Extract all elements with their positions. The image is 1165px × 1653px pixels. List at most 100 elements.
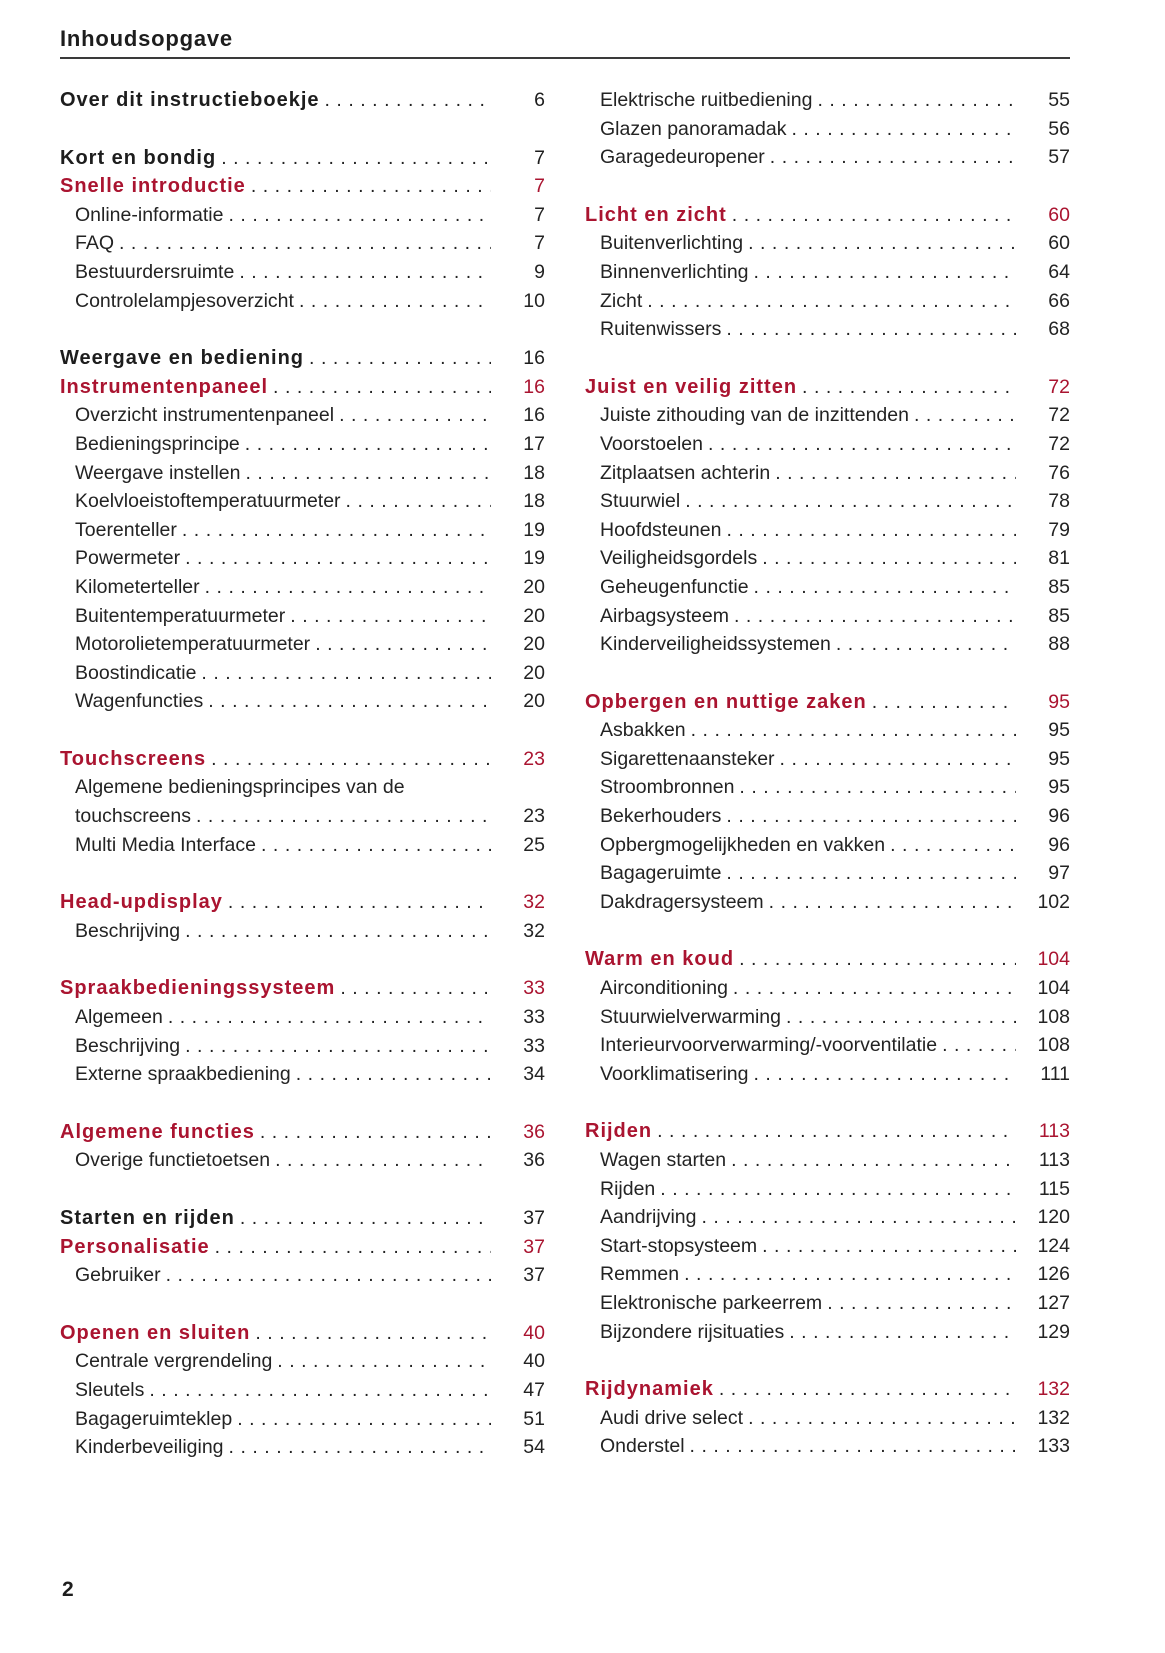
toc-entry: Glazen panoramadak 56 (585, 115, 1070, 144)
toc-entry: Wagen starten 113 (585, 1146, 1070, 1175)
toc-entry-page: 51 (523, 1407, 545, 1430)
toc-entry-page: 76 (1048, 461, 1070, 484)
leader-dots (260, 1118, 491, 1147)
toc-entry: Elektrische ruitbediening 55 (585, 86, 1070, 115)
leader-dots (273, 373, 491, 402)
toc-entry-label: Bagageruimte (600, 862, 722, 885)
toc-entry-label: Algemene bedieningsprincipes van de (75, 776, 405, 799)
toc-entry-page: 108 (1037, 1034, 1070, 1057)
toc-entry-page: 33 (523, 1006, 545, 1029)
leader-dots (817, 86, 1016, 115)
toc-entry: Multi Media Interface 25 (60, 831, 545, 860)
leader-dots (185, 544, 491, 573)
toc-entry: Onderstel 133 (585, 1432, 1070, 1461)
toc-entry: Audi drive select 132 (585, 1404, 1070, 1433)
leader-dots (789, 1318, 1016, 1347)
toc-section: Head-updisplay 32 Beschrijving 32 (60, 888, 545, 945)
toc-entry-page: 60 (1048, 232, 1070, 255)
toc-entry-page: 19 (523, 518, 545, 541)
leader-dots (726, 315, 1016, 344)
toc-entry-label: Externe spraakbediening (75, 1063, 291, 1086)
toc-entry: Gebruiker 37 (60, 1261, 545, 1290)
toc-entry-page: 16 (523, 375, 545, 398)
leader-dots (309, 344, 491, 373)
toc-entry: Buitenverlichting 60 (585, 229, 1070, 258)
toc-entry-label: Gebruiker (75, 1264, 161, 1287)
toc-entry-page: 111 (1040, 1062, 1070, 1085)
toc-entry-label: Hoofdsteunen (600, 518, 722, 541)
toc-entry-page: 37 (523, 1207, 545, 1229)
toc-entry-label: Opbergen en nuttige zaken (585, 690, 867, 713)
toc-entry-label: Opbergmogelijkheden en vakken (600, 833, 886, 856)
toc-section: Rijdynamiek 132 Audi drive select 132 Onders… (585, 1375, 1070, 1461)
toc-entry-label: Onderstel (600, 1435, 685, 1458)
toc-entry: Garagedeuropener 57 (585, 143, 1070, 172)
toc-entry: Beschrijving 33 (60, 1032, 545, 1061)
toc-entry-page: 19 (523, 547, 545, 570)
toc-entry-label: Kinderveiligheidssystemen (600, 633, 831, 656)
leader-dots (890, 831, 1016, 860)
toc-entry-label: Overzicht instrumentenpaneel (75, 404, 335, 427)
toc-entry-label: Bagageruimteklep (75, 1407, 233, 1430)
toc-entry: Overzicht instrumentenpaneel 16 (60, 401, 545, 430)
toc-entry-page: 104 (1037, 977, 1070, 1000)
toc-entry-label: FAQ (75, 232, 115, 255)
toc-entry-label: Interieurvoorverwarming/-voorventilatie (600, 1034, 938, 1057)
toc-section: Opbergen en nuttige zaken95Asbakken95Sig… (585, 688, 1070, 917)
leader-dots (701, 1203, 1016, 1232)
toc-entry-page: 25 (523, 833, 545, 856)
toc-entry-label: Toerenteller (75, 518, 177, 541)
page-footer: 2 (62, 1578, 74, 1602)
toc-entry-page: 33 (523, 977, 545, 1000)
toc-entry-label: Bestuurdersruimte (75, 260, 235, 283)
toc-entry: Zicht 66 (585, 287, 1070, 316)
toc-entry-page: 33 (523, 1034, 545, 1057)
toc-entry-label: Openen en sluiten (60, 1321, 251, 1344)
toc-entry-page: 72 (1048, 404, 1070, 427)
leader-dots (228, 888, 491, 917)
toc-entry-label: Beschrijving (75, 919, 181, 942)
leader-dots (211, 745, 491, 774)
toc-entry: Bedieningsprincipe 17 (60, 430, 545, 459)
toc-entry-page: 60 (1048, 203, 1070, 226)
toc-entry-page: 18 (523, 490, 545, 513)
leader-dots (185, 917, 491, 946)
toc-entry-page: 102 (1037, 890, 1070, 913)
leader-dots (726, 516, 1016, 545)
toc-entry-page: 36 (523, 1149, 545, 1172)
leader-dots (802, 373, 1016, 402)
toc-entry: Airconditioning 104 (585, 974, 1070, 1003)
toc-section: Rijden 113 Wagen starten 113 Rijden 115 Aandri… (585, 1117, 1070, 1346)
leader-dots (754, 258, 1016, 287)
toc-entry-page: 57 (1048, 146, 1070, 169)
toc-entry-label: Dakdragersysteem (600, 890, 764, 913)
toc-entry: Kinderveiligheidssystemen 88 (585, 630, 1070, 659)
leader-dots (277, 1347, 491, 1376)
toc-entry-page: 96 (1048, 833, 1070, 856)
leader-dots (739, 945, 1016, 974)
toc-entry-page: 72 (1048, 432, 1070, 455)
toc-entry-page: 104 (1037, 948, 1070, 971)
toc-entry-label: Buitenverlichting (600, 232, 744, 255)
toc-entry-page: 7 (534, 203, 545, 226)
toc-entry: Overige functietoetsen 36 (60, 1146, 545, 1175)
leader-dots (731, 1146, 1016, 1175)
toc-entry-label: Rijden (585, 1120, 653, 1143)
toc-entry: Remmen 126 (585, 1260, 1070, 1289)
toc-entry-label: Geheugenfunctie (600, 575, 749, 598)
toc-entry-page: 78 (1048, 490, 1070, 513)
toc-entry: Veiligheidsgordels 81 (585, 544, 1070, 573)
toc-entry-page: 132 (1037, 1378, 1070, 1401)
toc-entry-label: Centrale vergrendeling (75, 1350, 273, 1373)
leader-dots (261, 831, 491, 860)
toc-entry-page: 126 (1037, 1263, 1070, 1286)
toc-entry-label: Algemeen (75, 1006, 163, 1029)
leader-dots (240, 1204, 491, 1233)
toc-entry-label: Instrumentenpaneel (60, 375, 269, 398)
leader-dots (119, 229, 491, 258)
toc-entry-label: Aandrijving (600, 1206, 697, 1229)
toc-entry: Voorstoelen 72 (585, 430, 1070, 459)
toc-entry-label: Beschrijving (75, 1034, 181, 1057)
toc-entry-label: Personalisatie (60, 1235, 210, 1258)
leader-dots (196, 802, 491, 831)
